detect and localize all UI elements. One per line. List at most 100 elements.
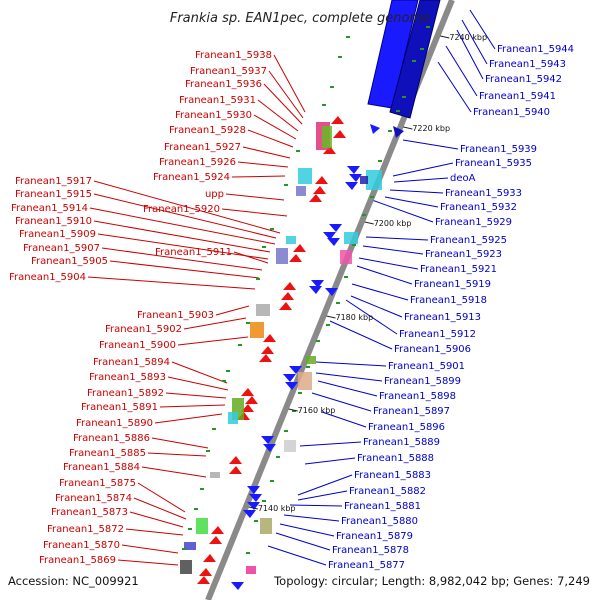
right-gene-label: Franean1_5913 [404,312,481,323]
ruler-ticks: 7240 kbp 7220 kbp 7200 kbp 7180 kbp 7160 kbp… [248,33,487,513]
ruler-tick-label: 7180 kbp [335,313,373,322]
feature-tick [292,410,296,412]
right-connector [437,61,472,113]
left-connector [242,146,291,159]
right-gene-label: Franean1_5897 [373,406,450,417]
feature-block [298,372,312,390]
right-gene-label: Franean1_5935 [455,158,532,169]
feature-tick [346,36,350,38]
right-gene-label: Franean1_5932 [440,202,517,213]
feature-block [246,566,256,574]
reverse-feature-arrow [283,374,296,382]
left-gene-label: Franean1_5930 [175,110,252,121]
feature-tick [270,228,274,230]
right-gene-label: Franean1_5918 [410,295,487,306]
reverse-feature-arrow [261,436,274,444]
left-gene-label: Franean1_5873 [51,507,128,518]
feature-block [360,176,368,184]
right-connector [456,29,484,80]
right-connector [297,474,353,496]
ruler-tick-mark [248,506,258,510]
right-gene-label: Franean1_5879 [336,531,413,542]
right-gene-label: Franean1_5901 [388,361,465,372]
feature-block [286,236,296,244]
right-gene-label: Franean1_5919 [414,279,491,290]
forward-feature-arrow [309,194,322,202]
feature-tick [316,340,320,342]
left-gene-label: Franean1_5902 [105,324,182,335]
right-connector [371,199,434,223]
feature-tick [270,480,274,482]
left-gene-label: Franean1_5907 [23,243,100,254]
left-connector [268,70,304,119]
reverse-feature-arrow [345,182,358,190]
right-connector [402,139,459,150]
right-gene-label: Franean1_5921 [420,264,497,275]
forward-feature-arrow [289,254,302,262]
left-gene-label: Franean1_5874 [55,493,132,504]
right-gene-label: Franean1_5898 [379,391,456,402]
left-gene-label: Franean1_5926 [159,157,236,168]
ruler-tick-label: 7160 kbp [298,406,336,415]
feature-tick [276,456,280,458]
feature-tick [362,214,366,216]
accession-text: Accession: NC_009921 [8,574,139,588]
left-connector [183,317,247,330]
reverse-feature-arrow [327,238,340,246]
reverse-feature-tail [370,124,380,134]
left-connector [93,193,277,239]
feature-block [196,518,208,534]
reverse-feature-arrow [323,232,336,240]
right-gene-label: Franean1_5933 [445,188,522,199]
left-connector [221,208,288,217]
reverse-feature-arrow [285,382,298,390]
right-gene-label: Franean1_5888 [357,453,434,464]
left-gene-label: Franean1_5924 [153,172,230,183]
left-connector [141,466,207,478]
feature-block [298,168,312,184]
feature-block [180,560,192,574]
feature-tick [246,322,250,324]
feature-tick [322,104,326,106]
right-gene-label: Franean1_5906 [394,344,471,355]
left-connector [247,129,294,148]
right-connector [289,504,343,507]
feature-block [284,440,296,452]
ruler-tick-label: 7220 kbp [412,124,450,133]
reverse-feature-arrow [243,510,256,518]
feature-tick [182,548,186,550]
forward-feature-arrow [199,568,212,576]
right-connector [345,299,398,335]
forward-feature-arrow [261,346,274,354]
right-connector [297,490,348,501]
forward-feature-arrow [279,302,292,310]
genome-summary: Topology: circular; Length: 8,982,042 bp… [273,574,590,588]
right-connector [389,189,444,194]
left-gene-label: Franean1_5894 [93,357,170,368]
ruler-tick-label: 7140 kbp [258,504,296,513]
left-gene-label: Franean1_5938 [195,50,272,61]
feature-block [276,248,288,264]
feature-block [260,518,272,534]
right-gene-label: Franean1_5889 [363,437,440,448]
left-connector [231,175,286,178]
feature-tick [222,380,226,382]
reverse-feature-arrow [325,288,338,296]
feature-tick [246,552,250,554]
reverse-feature-arrow [247,502,260,510]
left-connector [133,497,187,520]
right-connector [315,361,387,367]
forward-feature-arrow [211,526,224,534]
right-gene-label: deoA [450,173,476,184]
ruler-tick-mark [364,221,374,225]
left-connector [263,83,303,125]
feature-tick [378,160,382,162]
right-connector [299,441,362,447]
left-connector [89,207,276,245]
forward-feature-arrow [259,354,272,362]
feature-tick [396,110,400,112]
feature-tick [284,184,288,186]
left-gene-label: Franean1_5936 [185,79,262,90]
left-gene-label: Franean1_5904 [9,272,86,283]
left-gene-label: Franean1_5914 [11,203,88,214]
